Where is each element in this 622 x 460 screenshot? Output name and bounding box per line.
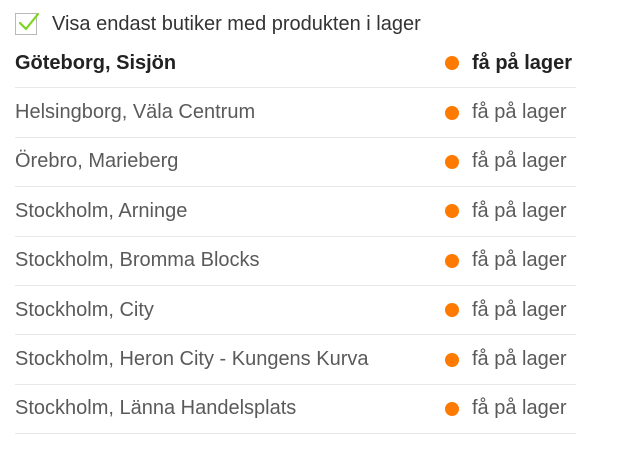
- store-row[interactable]: Helsingborg, Väla Centrum få på lager: [15, 88, 576, 138]
- stock-status: få på lager: [445, 52, 576, 75]
- stock-status: få på lager: [445, 150, 576, 173]
- in-stock-filter[interactable]: Visa endast butiker med produkten i lage…: [15, 10, 421, 38]
- stock-label: få på lager: [472, 51, 573, 74]
- stock-dot-icon: [445, 401, 459, 416]
- store-name: Stockholm, City: [15, 298, 154, 321]
- store-name: Helsingborg, Väla Centrum: [15, 101, 256, 124]
- stock-label: få på lager: [472, 348, 567, 371]
- store-row[interactable]: Stockholm, Heron City - Kungens Kurva få…: [15, 335, 576, 385]
- stock-dot-icon: [445, 105, 459, 120]
- store-row[interactable]: Stockholm, City få på lager: [15, 286, 576, 336]
- store-row[interactable]: Örebro, Marieberg få på lager: [15, 138, 576, 188]
- stock-status: få på lager: [445, 249, 576, 272]
- store-list: Göteborg, Sisjön få på lager Helsingborg…: [15, 39, 576, 435]
- store-name: Stockholm, Länna Handelsplats: [15, 397, 297, 420]
- stock-status: få på lager: [445, 299, 576, 322]
- stock-dot-icon: [445, 56, 459, 71]
- stock-label: få på lager: [472, 101, 567, 124]
- checkmark-icon: [18, 12, 40, 31]
- stock-status: få på lager: [445, 348, 576, 371]
- stock-dot-icon: [445, 154, 459, 169]
- store-row[interactable]: Stockholm, Bromma Blocks få på lager: [15, 237, 576, 286]
- in-stock-filter-label: Visa endast butiker med produkten i lage…: [52, 12, 421, 35]
- stock-label: få på lager: [472, 298, 567, 321]
- stock-label: få på lager: [472, 249, 567, 272]
- stock-label: få på lager: [472, 199, 567, 222]
- stock-dot-icon: [445, 303, 459, 318]
- stock-status: få på lager: [445, 101, 576, 124]
- stock-status: få på lager: [445, 200, 576, 223]
- store-name: Stockholm, Bromma Blocks: [15, 249, 260, 272]
- store-row[interactable]: Göteborg, Sisjön få på lager: [15, 39, 576, 89]
- store-name: Örebro, Marieberg: [15, 150, 179, 173]
- stock-label: få på lager: [472, 397, 567, 420]
- store-row[interactable]: Stockholm, Länna Handelsplats få på lage…: [15, 385, 576, 435]
- store-name: Stockholm, Arninge: [15, 199, 188, 222]
- stock-label: få på lager: [472, 150, 567, 173]
- stock-dot-icon: [445, 204, 459, 219]
- store-name: Göteborg, Sisjön: [15, 51, 177, 74]
- store-name: Stockholm, Heron City - Kungens Kurva: [15, 348, 369, 371]
- stock-status: få på lager: [445, 397, 576, 420]
- store-row[interactable]: Stockholm, Arninge få på lager: [15, 187, 576, 237]
- stock-dot-icon: [445, 352, 459, 367]
- stock-dot-icon: [445, 253, 459, 268]
- in-stock-checkbox[interactable]: [15, 12, 40, 35]
